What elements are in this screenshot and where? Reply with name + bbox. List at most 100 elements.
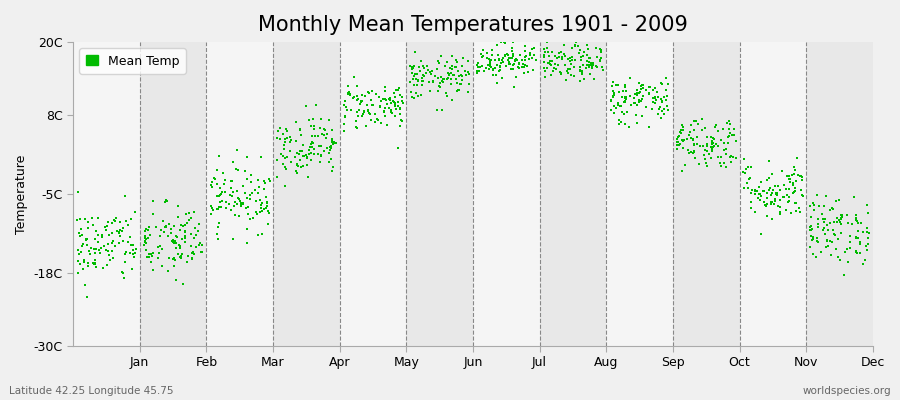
Point [422,79,436,85]
Point [320,131,334,138]
Point [432,80,446,86]
Point [129,246,143,253]
Point [383,97,398,103]
Point [653,115,668,122]
Point [770,190,784,196]
Point [580,58,594,64]
Point [290,161,304,168]
Point [182,217,196,223]
Point [825,206,840,212]
Point [212,192,226,199]
Point [301,154,315,160]
Point [484,52,499,58]
Point [355,91,369,98]
Point [770,203,785,209]
Point [722,133,736,140]
Point [204,182,219,188]
Point [546,68,561,74]
Point [278,125,293,132]
Point [425,68,439,75]
Point [518,48,533,55]
Point [582,62,597,68]
Point [582,62,597,69]
Point [159,224,174,230]
Point [840,212,854,218]
Point [719,164,733,170]
Point [96,242,111,249]
Point [303,140,318,147]
Point [162,220,176,227]
Point [407,73,421,79]
Point [432,84,446,90]
Point [690,120,705,127]
Point [161,233,176,239]
Point [538,49,553,56]
Point [340,83,355,89]
Point [812,203,826,209]
Point [817,225,832,232]
Point [178,228,193,235]
Point [676,127,690,134]
Point [713,160,727,166]
Point [388,102,402,109]
Point [580,42,594,48]
Point [752,195,766,201]
Point [509,56,524,62]
Point [368,111,382,118]
Point [670,136,685,142]
Point [714,154,728,160]
Point [670,139,684,146]
Point [757,198,771,205]
Point [806,201,821,208]
Point [781,199,796,205]
Point [617,94,632,100]
Point [716,126,730,132]
Point [794,186,808,193]
Point [615,103,629,109]
Point [233,203,248,210]
Point [506,51,520,57]
Point [424,71,438,77]
Point [777,194,791,201]
Point [141,251,156,258]
Point [388,113,402,119]
Point [829,198,843,204]
Point [169,240,184,246]
Point [593,46,608,52]
Point [518,52,533,59]
Point [656,94,670,100]
Point [494,57,508,63]
Point [480,55,494,61]
Point [229,166,243,172]
Point [373,104,387,110]
Point [833,221,848,228]
Point [392,86,406,93]
Point [860,229,875,236]
Point [244,179,258,186]
Point [619,87,634,94]
Point [607,103,621,109]
Point [820,222,834,228]
Point [385,98,400,104]
Point [302,147,316,153]
Point [606,92,620,99]
Point [138,237,152,244]
Point [289,168,303,174]
Point [89,228,104,234]
Point [311,143,326,149]
Point [472,64,487,70]
Point [171,214,185,220]
Point [834,215,849,221]
Point [606,93,620,100]
Point [673,129,688,135]
Point [115,238,130,244]
Point [589,63,603,69]
Point [492,56,507,63]
Point [724,132,739,138]
Point [420,63,435,69]
Point [236,182,250,189]
Point [780,173,795,179]
Point [661,107,675,113]
Point [338,113,352,120]
Point [423,69,437,75]
